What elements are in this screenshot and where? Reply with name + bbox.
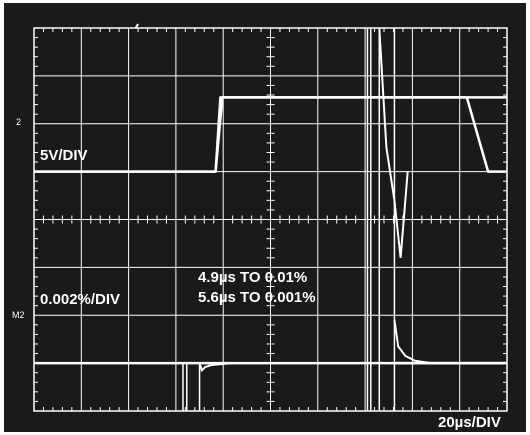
channel-1-marker: 2 bbox=[16, 117, 21, 127]
trace-falling-transient bbox=[378, 27, 409, 258]
settling-time-annotation-2: 5.6µs TO 0.001% bbox=[198, 289, 316, 306]
graticule-ticks bbox=[34, 28, 507, 411]
vertical-scale-bottom-label: 0.002%/DIV bbox=[40, 291, 120, 308]
graticule-grid bbox=[34, 28, 507, 411]
traces bbox=[34, 23, 507, 411]
trace-undershoot-rising bbox=[198, 362, 233, 373]
vertical-scale-top-label: 5V/DIV bbox=[40, 147, 88, 164]
channel-2-marker: M2 bbox=[12, 310, 25, 320]
settling-time-annotation-1: 4.9µs TO 0.01% bbox=[198, 269, 307, 286]
trace-input-fall bbox=[34, 96, 507, 173]
timebase-label: 20µs/DIV bbox=[438, 414, 501, 431]
trace-overshoot-falling bbox=[393, 319, 432, 365]
trace-top-glitch bbox=[134, 23, 139, 29]
